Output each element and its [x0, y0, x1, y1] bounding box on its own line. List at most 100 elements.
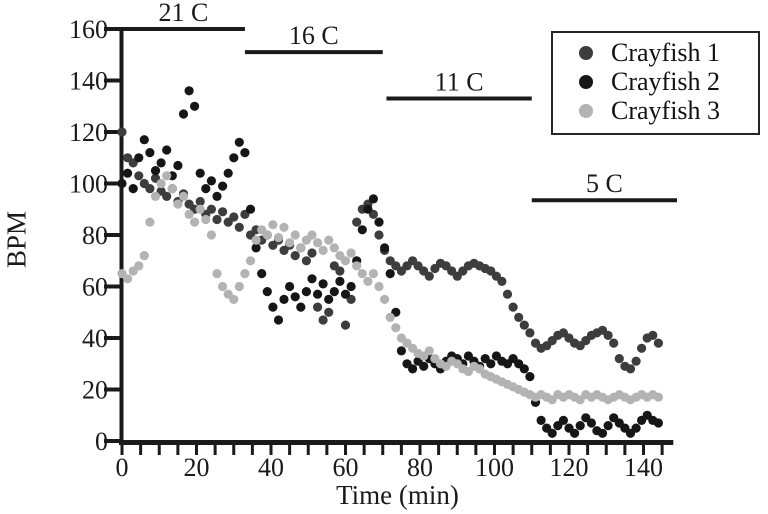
data-point: [313, 238, 323, 248]
data-point: [234, 222, 244, 232]
data-point: [352, 261, 362, 271]
data-point: [653, 418, 664, 428]
legend-item-crayfish-2: Crayfish 2: [565, 67, 752, 96]
y-tick-label: 100: [69, 170, 108, 199]
data-point: [352, 217, 362, 227]
data-point: [229, 153, 239, 163]
data-point: [162, 171, 172, 181]
data-point: [385, 269, 395, 279]
data-point: [218, 207, 228, 217]
data-point: [206, 204, 216, 214]
data-point: [637, 343, 647, 353]
y-tick-label: 160: [69, 15, 108, 44]
data-point: [614, 354, 624, 364]
data-point: [653, 338, 664, 348]
y-tick-label: 40: [82, 324, 108, 353]
x-tick-label: 0: [116, 453, 129, 482]
data-point: [385, 312, 395, 322]
data-point: [234, 137, 244, 147]
data-point: [603, 421, 613, 431]
data-point: [212, 269, 222, 279]
data-point: [195, 204, 205, 214]
data-point: [290, 230, 300, 240]
x-tick-label: 100: [475, 453, 514, 482]
x-axis-title: Time (min): [336, 480, 459, 510]
x-tick-label: 120: [550, 453, 589, 482]
legend: Crayfish 1 Crayfish 2 Crayfish 3: [551, 31, 760, 135]
data-point: [301, 287, 311, 297]
data-point: [201, 184, 211, 194]
data-point: [162, 145, 172, 155]
data-point: [525, 328, 535, 338]
y-tick-label: 0: [95, 427, 108, 456]
data-point: [497, 276, 507, 286]
data-point: [134, 261, 144, 271]
data-point: [134, 153, 144, 163]
data-point: [363, 276, 373, 286]
data-point: [201, 214, 211, 225]
data-point: [229, 212, 239, 222]
data-point: [558, 415, 569, 425]
data-point: [307, 274, 317, 284]
data-point: [139, 251, 149, 261]
data-point: [279, 222, 289, 232]
data-point: [195, 168, 205, 178]
data-point: [514, 312, 524, 322]
data-point: [335, 276, 345, 286]
legend-label: Crayfish 1: [611, 37, 721, 67]
data-point: [251, 243, 261, 253]
data-point: [190, 101, 200, 111]
data-point: [368, 194, 378, 204]
data-point: [245, 256, 256, 266]
data-point: [173, 160, 183, 171]
data-point: [262, 230, 272, 240]
data-point: [285, 238, 295, 248]
y-tick-label: 120: [69, 118, 108, 147]
data-point: [519, 364, 529, 374]
data-point: [145, 148, 155, 158]
temperature-label: 11 C: [435, 68, 484, 97]
data-point: [380, 243, 390, 253]
data-point: [346, 248, 356, 258]
data-point: [117, 178, 127, 189]
data-point: [145, 217, 155, 227]
x-tick-label: 80: [407, 453, 433, 482]
data-point: [223, 168, 233, 178]
y-tick-label: 20: [82, 376, 108, 405]
data-point: [251, 235, 261, 245]
data-point: [424, 271, 434, 281]
data-point: [178, 191, 189, 201]
data-point: [597, 428, 608, 438]
data-point: [206, 176, 216, 186]
series-1-points: [117, 127, 664, 374]
data-point: [653, 392, 664, 402]
data-point: [218, 281, 228, 292]
data-point: [285, 281, 295, 292]
data-point: [184, 86, 194, 96]
data-point: [419, 361, 429, 371]
data-point: [318, 279, 328, 289]
data-point: [324, 307, 334, 317]
data-point: [212, 214, 222, 225]
data-point: [357, 269, 367, 279]
data-point: [519, 320, 529, 330]
legend-item-crayfish-1: Crayfish 1: [565, 38, 752, 67]
data-point: [570, 428, 580, 438]
x-tick-label: 40: [258, 453, 284, 482]
data-point: [279, 294, 289, 304]
series-3-points: [117, 171, 664, 405]
data-point: [374, 281, 384, 292]
data-point: [408, 364, 418, 374]
data-point: [307, 230, 317, 240]
data-point: [374, 217, 384, 227]
data-point: [117, 127, 127, 137]
y-tick-label: 140: [69, 67, 108, 96]
data-point: [340, 320, 351, 330]
legend-item-crayfish-3: Crayfish 3: [565, 96, 752, 125]
data-point: [234, 281, 244, 292]
data-point: [150, 166, 161, 176]
data-point: [502, 289, 513, 299]
data-point: [156, 178, 166, 189]
